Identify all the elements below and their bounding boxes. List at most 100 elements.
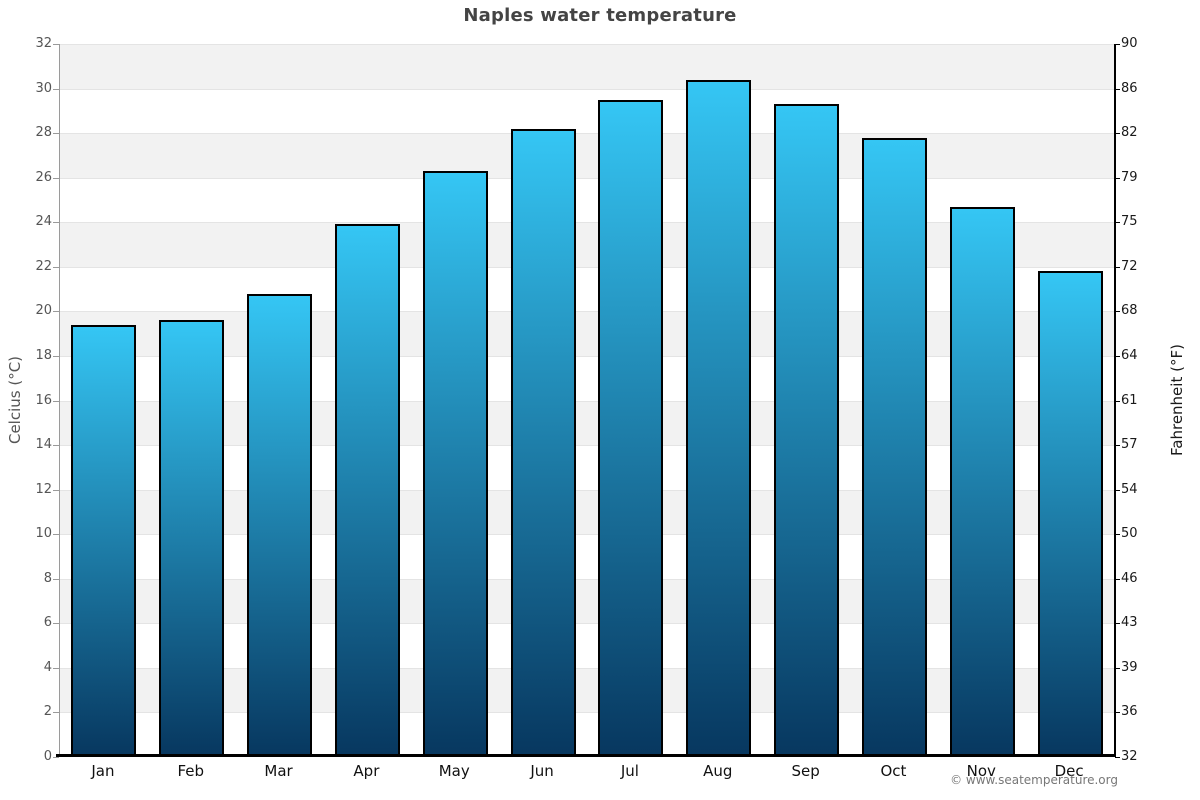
fahrenheit-tick-label: 64 — [1121, 347, 1138, 363]
plot-area — [59, 44, 1116, 757]
month-label-nov: Nov — [966, 762, 996, 780]
fahrenheit-tick-mark — [1115, 489, 1120, 491]
fahrenheit-tick-label: 75 — [1121, 214, 1138, 230]
fahrenheit-tick-mark — [1115, 445, 1120, 447]
fahrenheit-tick-label: 82 — [1121, 125, 1138, 141]
fahrenheit-tick-mark — [1115, 712, 1120, 714]
bar-oct — [861, 137, 927, 757]
month-label-may: May — [438, 762, 470, 780]
celsius-tick-label: 4 — [43, 659, 52, 675]
grid-band — [60, 623, 1114, 668]
fahrenheit-tick-mark — [1115, 266, 1120, 268]
x-axis-line — [56, 754, 1115, 757]
celsius-tick-label: 32 — [35, 36, 52, 51]
fahrenheit-tick-mark — [1115, 133, 1120, 135]
celsius-tick-mark — [53, 311, 59, 313]
celsius-tick-mark — [53, 445, 59, 447]
celsius-tick-label: 2 — [43, 704, 52, 720]
bar-feb — [159, 320, 225, 757]
fahrenheit-tick-mark — [1115, 311, 1120, 313]
grid-band — [60, 489, 1114, 535]
celsius-tick-label: 10 — [35, 526, 52, 542]
bar-mar — [247, 293, 313, 757]
celsius-tick-label: 12 — [35, 481, 52, 497]
celsius-tick-mark — [53, 578, 59, 580]
celsius-tick-mark — [53, 266, 59, 268]
grid-band — [60, 177, 1114, 223]
grid-band — [60, 445, 1114, 490]
chart-title: Naples water temperature — [463, 5, 737, 26]
month-label-dec: Dec — [1054, 762, 1084, 780]
fahrenheit-tick-mark — [1115, 534, 1120, 536]
month-label-sep: Sep — [791, 762, 820, 780]
bar-nov — [949, 206, 1015, 757]
fahrenheit-tick-label: 79 — [1121, 169, 1138, 185]
celsius-tick-label: 26 — [35, 169, 52, 185]
celsius-tick-label: 14 — [35, 437, 52, 453]
celsius-tick-mark — [53, 667, 59, 669]
celsius-tick-mark — [53, 400, 59, 402]
bar-dec — [1037, 271, 1103, 757]
fahrenheit-tick-mark — [1115, 177, 1120, 179]
month-label-mar: Mar — [264, 762, 293, 780]
celsius-tick-mark — [53, 757, 59, 758]
grid-band — [60, 311, 1114, 356]
grid-band — [60, 88, 1114, 134]
celsius-tick-mark — [53, 534, 59, 536]
bar-sep — [774, 104, 840, 757]
fahrenheit-tick-label: 86 — [1121, 80, 1138, 96]
fahrenheit-tick-label: 43 — [1121, 615, 1138, 631]
fahrenheit-axis-title: Fahrenheit (°F) — [1168, 344, 1186, 456]
grid-band — [60, 266, 1114, 312]
fahrenheit-tick-mark — [1115, 355, 1120, 357]
grid-band — [60, 222, 1114, 267]
celsius-tick-label: 28 — [35, 125, 52, 141]
fahrenheit-tick-label: 32 — [1121, 749, 1138, 764]
fahrenheit-tick-mark — [1115, 88, 1120, 90]
month-label-oct: Oct — [880, 762, 907, 780]
celsius-tick-label: 24 — [35, 214, 52, 230]
grid-band — [60, 534, 1114, 579]
grid-band — [60, 578, 1114, 624]
celsius-tick-label: 22 — [35, 258, 52, 274]
grid-band — [60, 667, 1114, 713]
celsius-tick-label: 30 — [35, 80, 52, 96]
celsius-tick-label: 16 — [35, 392, 52, 408]
month-label-jul: Jul — [620, 762, 639, 780]
month-label-jun: Jun — [530, 762, 554, 780]
fahrenheit-tick-mark — [1115, 578, 1120, 580]
fahrenheit-tick-label: 46 — [1121, 570, 1138, 586]
month-label-jan: Jan — [91, 762, 115, 780]
fahrenheit-tick-label: 57 — [1121, 437, 1138, 453]
copyright-attribution: © www.seatemperature.org — [950, 773, 1118, 787]
month-label-apr: Apr — [353, 762, 380, 780]
celsius-tick-mark — [53, 177, 59, 179]
grid-band — [60, 712, 1114, 757]
month-label-feb: Feb — [177, 762, 205, 780]
bar-jul — [598, 99, 664, 757]
celsius-axis-title: Celcius (°C) — [6, 355, 24, 445]
celsius-tick-label: 18 — [35, 347, 52, 363]
celsius-tick-label: 20 — [35, 303, 52, 319]
celsius-tick-label: 8 — [43, 570, 52, 586]
fahrenheit-tick-mark — [1115, 222, 1120, 224]
fahrenheit-tick-label: 39 — [1121, 659, 1138, 675]
celsius-tick-mark — [53, 489, 59, 491]
fahrenheit-tick-label: 50 — [1121, 526, 1138, 542]
fahrenheit-tick-mark — [1115, 667, 1120, 669]
celsius-tick-mark — [53, 88, 59, 90]
celsius-tick-label: 6 — [43, 615, 52, 631]
grid-band — [60, 133, 1114, 178]
bar-aug — [686, 79, 752, 757]
month-label-aug: Aug — [703, 762, 733, 780]
fahrenheit-tick-mark — [1115, 623, 1120, 625]
bar-jun — [510, 128, 576, 757]
fahrenheit-tick-label: 54 — [1121, 481, 1138, 497]
celsius-tick-mark — [53, 355, 59, 357]
grid-band — [60, 355, 1114, 401]
fahrenheit-tick-label: 90 — [1121, 36, 1138, 51]
fahrenheit-tick-mark — [1115, 757, 1120, 758]
fahrenheit-tick-label: 36 — [1121, 704, 1138, 720]
celsius-tick-mark — [53, 712, 59, 714]
